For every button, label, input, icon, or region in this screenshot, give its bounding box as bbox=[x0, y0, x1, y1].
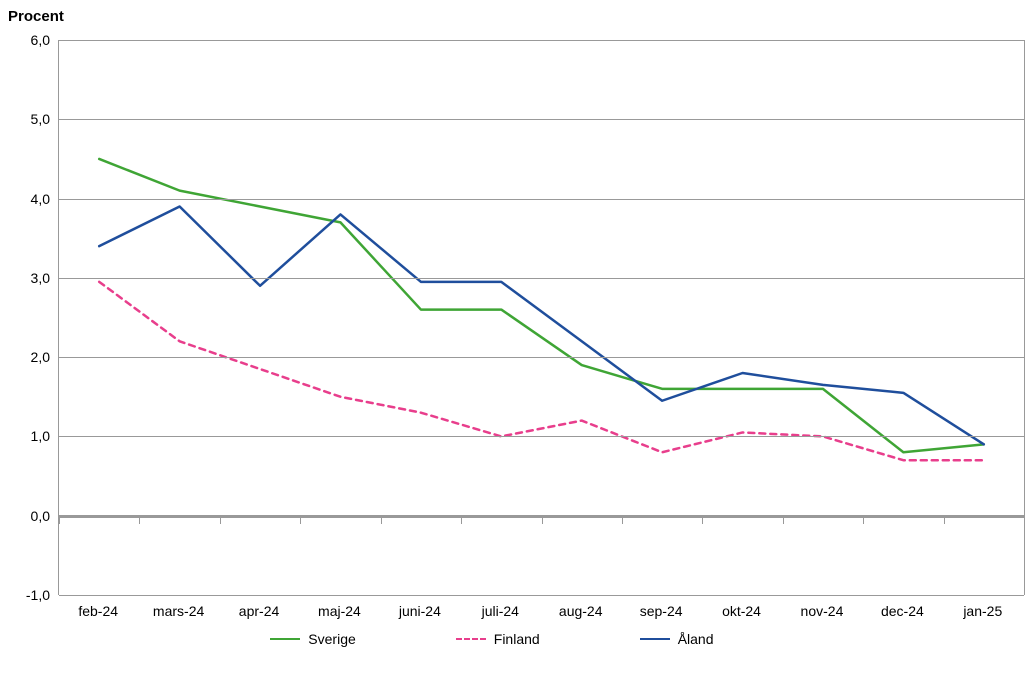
legend-item: Finland bbox=[456, 631, 540, 647]
legend-label: Sverige bbox=[308, 631, 355, 647]
line-series-svg bbox=[59, 40, 1024, 595]
x-tick-mark bbox=[944, 518, 945, 524]
x-tick-label: feb-24 bbox=[58, 603, 138, 619]
x-tick-label: maj-24 bbox=[299, 603, 379, 619]
x-tick-mark bbox=[1024, 518, 1025, 524]
x-tick-mark bbox=[542, 518, 543, 524]
x-tick-label: apr-24 bbox=[219, 603, 299, 619]
gridline bbox=[59, 40, 1024, 41]
x-tick-label: okt-24 bbox=[701, 603, 781, 619]
y-axis-title: Procent bbox=[8, 8, 64, 25]
x-tick-mark bbox=[863, 518, 864, 524]
x-tick-label: juli-24 bbox=[460, 603, 540, 619]
x-tick-label: dec-24 bbox=[862, 603, 942, 619]
gridline bbox=[59, 436, 1024, 437]
y-tick-label: 6,0 bbox=[8, 32, 50, 48]
y-tick-label: 1,0 bbox=[8, 428, 50, 444]
y-tick-label: 4,0 bbox=[8, 191, 50, 207]
x-tick-label: sep-24 bbox=[621, 603, 701, 619]
series-line bbox=[99, 207, 984, 445]
x-tick-mark bbox=[59, 518, 60, 524]
series-line bbox=[99, 282, 984, 460]
legend-swatch bbox=[456, 638, 486, 640]
x-tick-mark bbox=[702, 518, 703, 524]
x-tick-mark bbox=[139, 518, 140, 524]
x-tick-mark bbox=[461, 518, 462, 524]
x-tick-mark bbox=[783, 518, 784, 524]
x-tick-label: aug-24 bbox=[541, 603, 621, 619]
legend-label: Finland bbox=[494, 631, 540, 647]
y-tick-label: 5,0 bbox=[8, 111, 50, 127]
legend-item: Sverige bbox=[270, 631, 355, 647]
legend-label: Åland bbox=[678, 631, 714, 647]
x-tick-label: jan-25 bbox=[943, 603, 1023, 619]
x-tick-label: mars-24 bbox=[138, 603, 218, 619]
y-tick-label: 3,0 bbox=[8, 270, 50, 286]
legend-swatch bbox=[640, 638, 670, 641]
legend-item: Åland bbox=[640, 631, 714, 647]
legend: Sverige Finland Åland bbox=[270, 631, 713, 647]
gridline bbox=[59, 199, 1024, 200]
series-line bbox=[99, 159, 984, 452]
legend-swatch bbox=[270, 638, 300, 641]
y-tick-label: 2,0 bbox=[8, 349, 50, 365]
x-tick-label: nov-24 bbox=[782, 603, 862, 619]
gridline bbox=[59, 595, 1024, 596]
x-tick-mark bbox=[220, 518, 221, 524]
x-tick-label: juni-24 bbox=[380, 603, 460, 619]
x-tick-mark bbox=[300, 518, 301, 524]
chart-container: Procent Sverige Finland Åland -1,0 0,0 1,0 2,… bbox=[0, 0, 1035, 674]
gridline bbox=[59, 119, 1024, 120]
x-tick-mark bbox=[381, 518, 382, 524]
y-tick-label: -1,0 bbox=[8, 587, 50, 603]
y-tick-label: 0,0 bbox=[8, 508, 50, 524]
gridline bbox=[59, 357, 1024, 358]
x-tick-mark bbox=[622, 518, 623, 524]
gridline bbox=[59, 278, 1024, 279]
plot-area bbox=[58, 40, 1025, 595]
